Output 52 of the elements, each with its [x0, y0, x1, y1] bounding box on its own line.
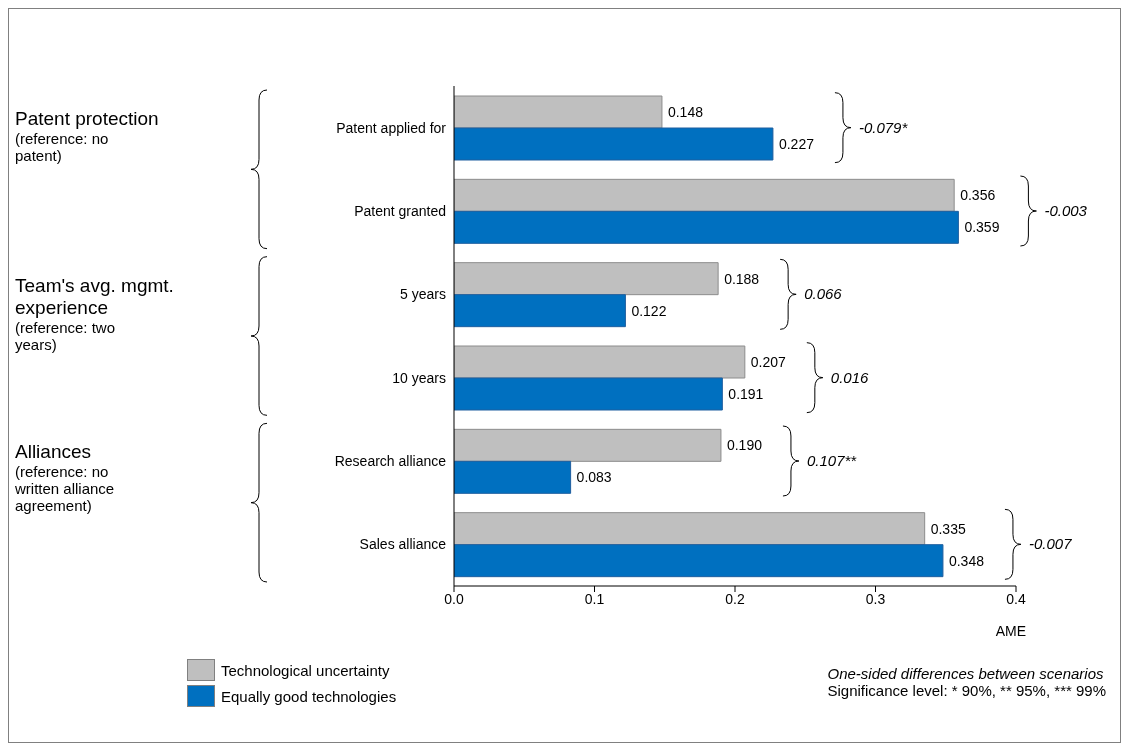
text: Patent protection: [15, 108, 160, 130]
bar: [454, 127, 774, 161]
text: Significance level: * 90%, ** 95%, *** 99%: [827, 682, 1106, 699]
bar: [454, 377, 723, 411]
bar: [454, 210, 959, 244]
y-tick-label: Research alliance: [334, 452, 447, 469]
data-label: 0.207: [750, 354, 787, 370]
text: -0.007: [1028, 535, 1073, 553]
bar: [454, 428, 722, 462]
data-label: 0.190: [726, 437, 763, 454]
x-tick-label: 0.3: [865, 590, 886, 607]
bar: [454, 95, 663, 129]
annotation: 0.016: [830, 368, 870, 386]
data-label: 0.148: [667, 104, 704, 120]
text: (reference: no written alliance agreement): [15, 463, 116, 515]
data-label: 0.356: [960, 187, 996, 204]
y-tick-label: Sales alliance: [359, 536, 447, 553]
bar: [454, 345, 746, 379]
y-tick-label: 10 years: [392, 369, 446, 386]
x-tick-label: 0.1: [584, 590, 605, 607]
x-tick-label: 0.4: [1006, 590, 1026, 607]
bar: [454, 262, 719, 296]
data-label: 0.335: [930, 520, 966, 537]
text: Team's avg. mgmt. experience: [15, 274, 175, 319]
annotation: 0.066: [804, 285, 843, 303]
x-tick-label: 0.0: [444, 590, 464, 607]
data-label: 0.227: [778, 136, 815, 152]
x-axis-title: AME: [995, 623, 1026, 639]
text: Alliances: [15, 441, 93, 464]
data-label: 0.122: [631, 302, 667, 319]
legend-label: Equally good technologies: [220, 686, 397, 707]
data-label: 0.191: [728, 386, 764, 402]
data-label: 0.083: [576, 469, 612, 486]
annotation: 0.107**: [806, 452, 858, 469]
bar: [454, 512, 926, 546]
annotation: -0.079*: [858, 118, 909, 136]
y-tick-label: Patent granted: [354, 202, 446, 219]
bar: [454, 294, 626, 328]
bar: [454, 178, 955, 212]
text: -0.003: [1044, 202, 1088, 219]
bar: [454, 460, 572, 494]
data-label: 0.348: [948, 552, 985, 569]
text: (reference: no patent): [15, 130, 110, 164]
data-label: 0.359: [964, 219, 1000, 236]
x-tick-label: 0.2: [725, 590, 745, 607]
text: One-sided differences between scenarios: [827, 665, 1105, 682]
y-tick-label: Patent applied for: [336, 119, 447, 136]
data-label: 0.188: [724, 270, 760, 287]
bar: [454, 544, 944, 578]
legend-label: Technological uncertainty: [220, 660, 391, 681]
y-tick-label: 5 years: [400, 286, 446, 303]
text: (reference: two years): [15, 318, 117, 353]
